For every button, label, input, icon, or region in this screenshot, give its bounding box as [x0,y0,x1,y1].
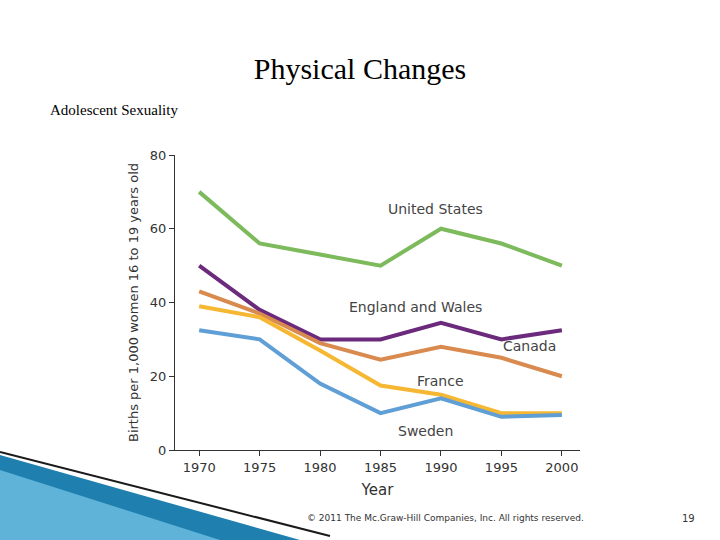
svg-text:2000: 2000 [545,460,578,475]
svg-text:1975: 1975 [243,460,276,475]
svg-text:40: 40 [150,295,167,310]
svg-text:© 2011 The Mc.Graw-Hill Compan: © 2011 The Mc.Graw-Hill Companies, Inc. … [307,513,584,523]
svg-text:Year: Year [361,481,395,499]
svg-text:1980: 1980 [304,460,337,475]
svg-text:Adolescent Sexuality: Adolescent Sexuality [50,102,178,118]
svg-text:1970: 1970 [183,460,216,475]
svg-text:60: 60 [150,221,167,236]
svg-text:United States: United States [388,201,483,217]
svg-text:Sweden: Sweden [398,423,453,439]
svg-text:France: France [417,373,464,389]
svg-text:Physical Changes: Physical Changes [254,52,466,85]
svg-text:20: 20 [150,369,167,384]
svg-text:0: 0 [158,443,166,458]
svg-text:Canada: Canada [503,338,556,354]
svg-text:1990: 1990 [424,460,457,475]
svg-text:Births per 1,000 women 16 to 1: Births per 1,000 women 16 to 19 years ol… [126,163,141,442]
svg-text:80: 80 [150,148,167,163]
svg-text:1985: 1985 [364,460,397,475]
svg-text:19: 19 [682,513,695,524]
svg-text:1995: 1995 [485,460,518,475]
svg-text:England and Wales: England and Wales [349,299,482,315]
